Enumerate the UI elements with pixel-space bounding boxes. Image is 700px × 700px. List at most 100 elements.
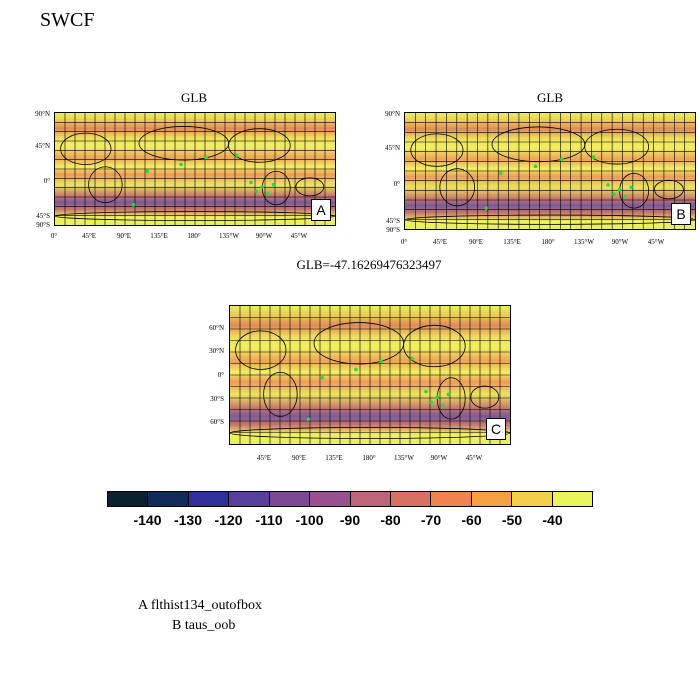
significance-dot <box>254 189 259 194</box>
panel-c-grid <box>230 306 510 444</box>
colorbar-cell <box>269 492 311 506</box>
panel-b-xtick: 135°E <box>503 238 521 246</box>
panel-a-ytick: 90°S <box>36 221 50 229</box>
colorbar-label: -100 <box>295 512 324 528</box>
significance-dot <box>320 375 325 380</box>
coastline <box>436 377 466 420</box>
colorbar-cell <box>431 492 472 506</box>
panel-a-xtick: 45°W <box>290 232 308 240</box>
significance-dot <box>235 153 239 158</box>
panel-a-ytick: 0° <box>43 177 50 185</box>
coastline <box>261 170 291 206</box>
significance-dot <box>623 194 628 199</box>
panel-b-xtick: 135°W <box>574 238 594 246</box>
significance-dot <box>145 169 150 174</box>
significance-dot <box>498 171 503 176</box>
coastline <box>230 427 510 439</box>
panel-a-xtick: 90°E <box>116 232 132 240</box>
significance-dot <box>559 157 564 162</box>
panel-a-title: GLB <box>181 90 207 105</box>
coastline <box>405 214 695 225</box>
significance-dot <box>306 417 311 421</box>
significance-dot <box>484 206 488 210</box>
panel-b-xtick: 45°W <box>647 238 665 246</box>
colorbar-cell <box>390 492 432 506</box>
coastline <box>88 166 123 204</box>
panel-b-ytick: 90°S <box>386 226 400 234</box>
colorbar-cell <box>108 492 149 506</box>
panel-b-label-box: B <box>671 203 691 225</box>
colorbar-label: -90 <box>339 512 361 528</box>
coastline <box>263 371 298 417</box>
panel-c-xtick: 90°W <box>430 454 448 462</box>
coastline <box>410 133 464 167</box>
significance-dot <box>591 155 596 159</box>
panel-a-xtick: 0° <box>50 232 58 240</box>
panel-a-grid <box>55 113 335 225</box>
significance-dot <box>249 180 253 185</box>
colorbar-cell <box>512 492 553 506</box>
colorbar-label: -50 <box>501 512 523 528</box>
panel-c-xtick: 135°E <box>325 454 343 462</box>
significance-dot <box>179 162 183 167</box>
coastline <box>235 330 287 370</box>
panel-b-map: B <box>404 112 696 230</box>
panel-b-grid <box>405 113 695 229</box>
colorbar-cell <box>310 492 351 506</box>
panel-b-ytick: 45°S <box>386 217 400 225</box>
significance-dot <box>271 182 276 187</box>
panel-c-ytick: 60°N <box>209 324 224 332</box>
coastline <box>55 211 335 221</box>
coastline <box>619 172 650 209</box>
colorbar-label: -130 <box>173 512 203 528</box>
panel-c-ytick: 0° <box>217 371 224 379</box>
panel-b-xtick: 0° <box>400 238 408 246</box>
coastline <box>403 324 466 368</box>
panel-b-ytick: 45°N <box>385 144 400 152</box>
significance-dot <box>424 389 428 394</box>
significance-dot <box>204 156 208 160</box>
significance-dot <box>446 392 451 397</box>
colorbar-label: -110 <box>255 512 283 528</box>
coastline <box>60 132 112 165</box>
significance-dot <box>533 164 538 169</box>
colorbar-label: -40 <box>542 512 563 528</box>
panel-c-ytick: 60°S <box>210 418 224 426</box>
coastline <box>228 128 291 163</box>
panel-c-ytick: 30°N <box>209 347 224 355</box>
colorbar-cell <box>148 492 189 506</box>
panel-c-xtick: 135°W <box>394 454 414 462</box>
panel-b-xtick: 45°E <box>432 238 448 246</box>
panel-b-xtick: 90°W <box>611 238 629 246</box>
coastline <box>439 168 476 207</box>
colorbar-label: -60 <box>461 512 482 528</box>
panel-c-xtick: 45°W <box>465 454 483 462</box>
panel-c-xtick: 180° <box>362 454 376 462</box>
significance-dot <box>260 185 264 189</box>
panel-b-ytick: 90°N <box>385 110 400 118</box>
significance-dot <box>354 367 358 372</box>
panel-a-xtick: 135°W <box>219 232 239 240</box>
panel-b-xtick: 180° <box>541 238 555 246</box>
panel-a-xtick: 135°E <box>150 232 168 240</box>
colorbar-cell <box>471 492 513 506</box>
panel-c-title: GLB=-47.16269476323497 <box>296 257 442 272</box>
significance-dot <box>266 191 270 196</box>
panel-a-xtick: 45°E <box>81 232 97 240</box>
significance-dot <box>429 400 434 405</box>
colorbar-cell <box>552 492 593 506</box>
significance-dot <box>435 395 439 399</box>
significance-dot <box>606 183 610 187</box>
colorbar-label: -140 <box>133 512 162 528</box>
coastline <box>295 177 325 197</box>
colorbar-cell <box>188 492 230 506</box>
legend-line-b: B taus_oob <box>172 618 236 633</box>
significance-dot <box>612 192 616 196</box>
panel-a-xtick: 90°W <box>255 232 273 240</box>
panel-a-ytick: 90°N <box>35 110 50 118</box>
panel-a-ytick: 45°S <box>36 212 50 220</box>
coastline <box>470 385 500 409</box>
panel-a-ytick: 45°N <box>35 142 50 150</box>
significance-dot <box>629 185 633 190</box>
colorbar <box>107 491 593 507</box>
